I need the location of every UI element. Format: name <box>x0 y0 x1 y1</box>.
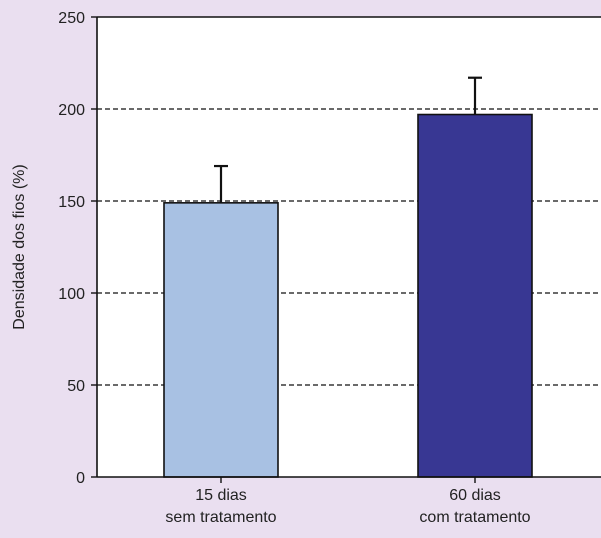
y-tick-label: 250 <box>58 10 85 27</box>
x-category-label: 60 dias <box>449 487 501 504</box>
x-category-label: com tratamento <box>419 509 530 526</box>
bar-2 <box>417 113 533 478</box>
bar-1 <box>163 202 279 478</box>
y-tick-label: 150 <box>58 194 85 211</box>
y-tick-label: 100 <box>58 286 85 303</box>
axes <box>96 16 601 478</box>
y-axis-title: Densidade dos fios (%) <box>11 164 28 329</box>
error-bars <box>214 76 482 483</box>
y-tick-labels: 0 50 100 150 200 250 <box>58 10 97 487</box>
y-tick-label: 200 <box>58 102 85 119</box>
x-category-labels: 15 dias sem tratamento 60 dias com tratamen… <box>165 487 530 526</box>
x-category-label: 15 dias <box>195 487 247 504</box>
y-tick-label: 50 <box>67 378 85 395</box>
x-category-label: sem tratamento <box>165 509 276 526</box>
y-tick-label: 0 <box>76 470 85 487</box>
